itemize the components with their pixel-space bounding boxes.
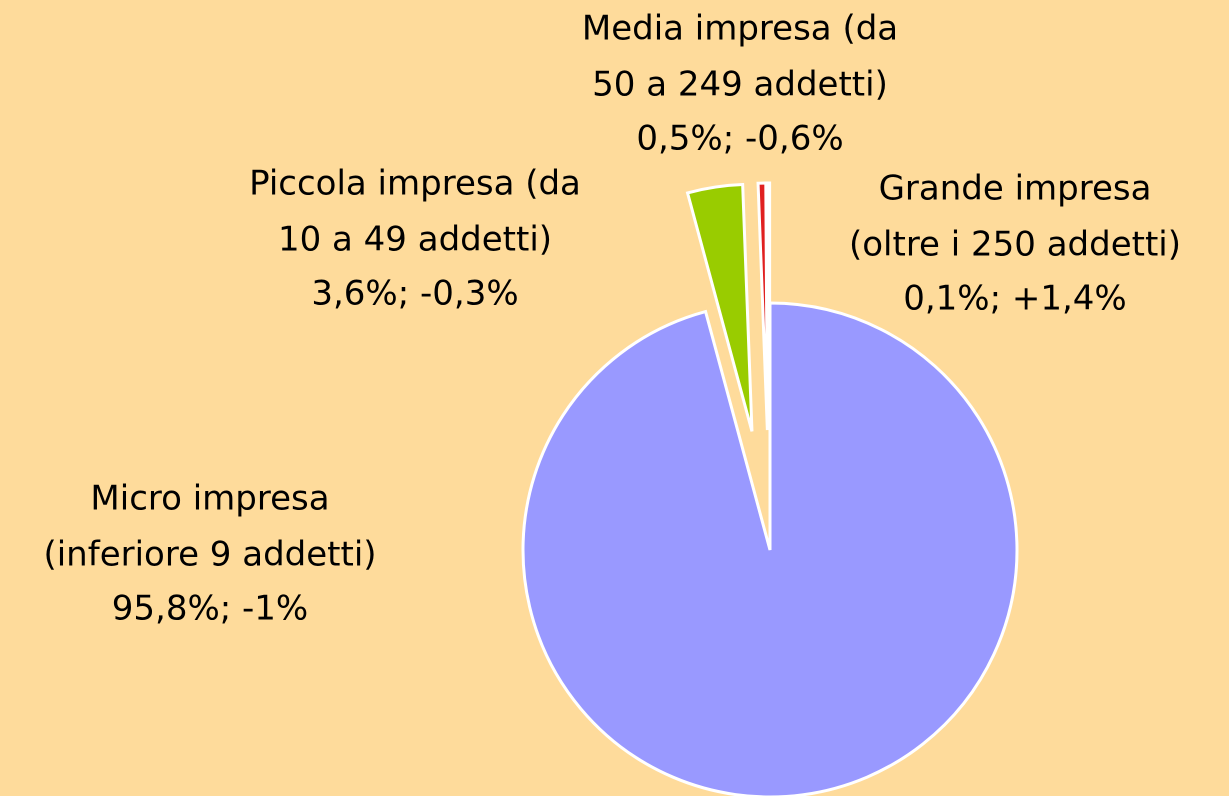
slice-value-label: 95,8%; -1% xyxy=(112,589,308,629)
slice-label: Media impresa (da xyxy=(582,9,898,49)
pie-slice xyxy=(756,181,769,431)
slice-label: Grande impresa xyxy=(879,169,1152,209)
slice-value-label: 0,5%; -0,6% xyxy=(636,119,843,159)
slice-value-label: 0,1%; +1,4% xyxy=(903,279,1127,319)
pie-slice xyxy=(766,181,772,431)
slice-label: 50 a 249 addetti) xyxy=(592,65,888,105)
slice-label: (inferiore 9 addetti) xyxy=(43,535,376,575)
slice-label: Micro impresa xyxy=(90,479,329,519)
slice-value-label: 3,6%; -0,3% xyxy=(311,274,518,314)
pie-slice xyxy=(685,182,754,432)
pie-slice xyxy=(521,301,1019,796)
slice-label: 10 a 49 addetti) xyxy=(278,220,552,260)
slice-label: (oltre i 250 addetti) xyxy=(849,225,1181,265)
slice-label: Piccola impresa (da xyxy=(249,164,581,204)
